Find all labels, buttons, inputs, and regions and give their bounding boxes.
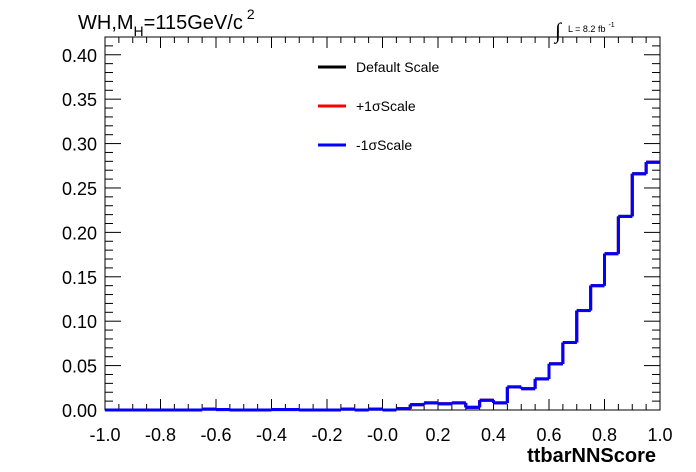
legend-label-plus-sigma: +1σScale — [356, 98, 416, 114]
x-axis-title: ttbarNNScore — [527, 445, 656, 467]
y-tick-label: 0.10 — [62, 312, 97, 332]
x-tick-label: -0.2 — [311, 425, 342, 445]
y-tick-label: 0.00 — [62, 401, 97, 421]
y-axis: 0.00 0.05 0.10 0.15 0.20 0.25 0.30 0.35 0.40 — [62, 36, 660, 421]
x-tick-label: -0.4 — [256, 425, 287, 445]
y-tick-label: 0.25 — [62, 179, 97, 199]
x-tick-label: -0.8 — [145, 425, 176, 445]
x-tick-label: 1.0 — [647, 425, 672, 445]
y-tick-label: 0.40 — [62, 46, 97, 66]
series-2 — [105, 160, 660, 412]
y-tick-label: 0.15 — [62, 268, 97, 288]
x-tick-label: 0.4 — [481, 425, 506, 445]
legend: Default Scale +1σScale -1σScale — [318, 59, 439, 153]
x-tick-label: 0.2 — [425, 425, 450, 445]
x-tick-label: -1.0 — [89, 425, 120, 445]
y-tick-label: 0.35 — [62, 90, 97, 110]
x-tick-label: 0.6 — [536, 425, 561, 445]
y-tick-label: 0.20 — [62, 223, 97, 243]
y-tick-label: 0.05 — [62, 357, 97, 377]
luminosity-label: L = 8.2 fb -1 — [568, 22, 615, 34]
chart-title: WH,MH=115GeV/c 2 — [78, 6, 255, 39]
x-tick-label: 0.8 — [592, 425, 617, 445]
y-tick-label: 0.30 — [62, 135, 97, 155]
legend-label-default-scale: Default Scale — [356, 59, 439, 75]
x-tick-label: -0.6 — [200, 425, 231, 445]
integral-symbol: ∫ — [553, 18, 563, 44]
series-layer — [105, 160, 660, 412]
legend-label-minus-sigma: -1σScale — [356, 137, 412, 153]
x-tick-label: -0.0 — [367, 425, 398, 445]
